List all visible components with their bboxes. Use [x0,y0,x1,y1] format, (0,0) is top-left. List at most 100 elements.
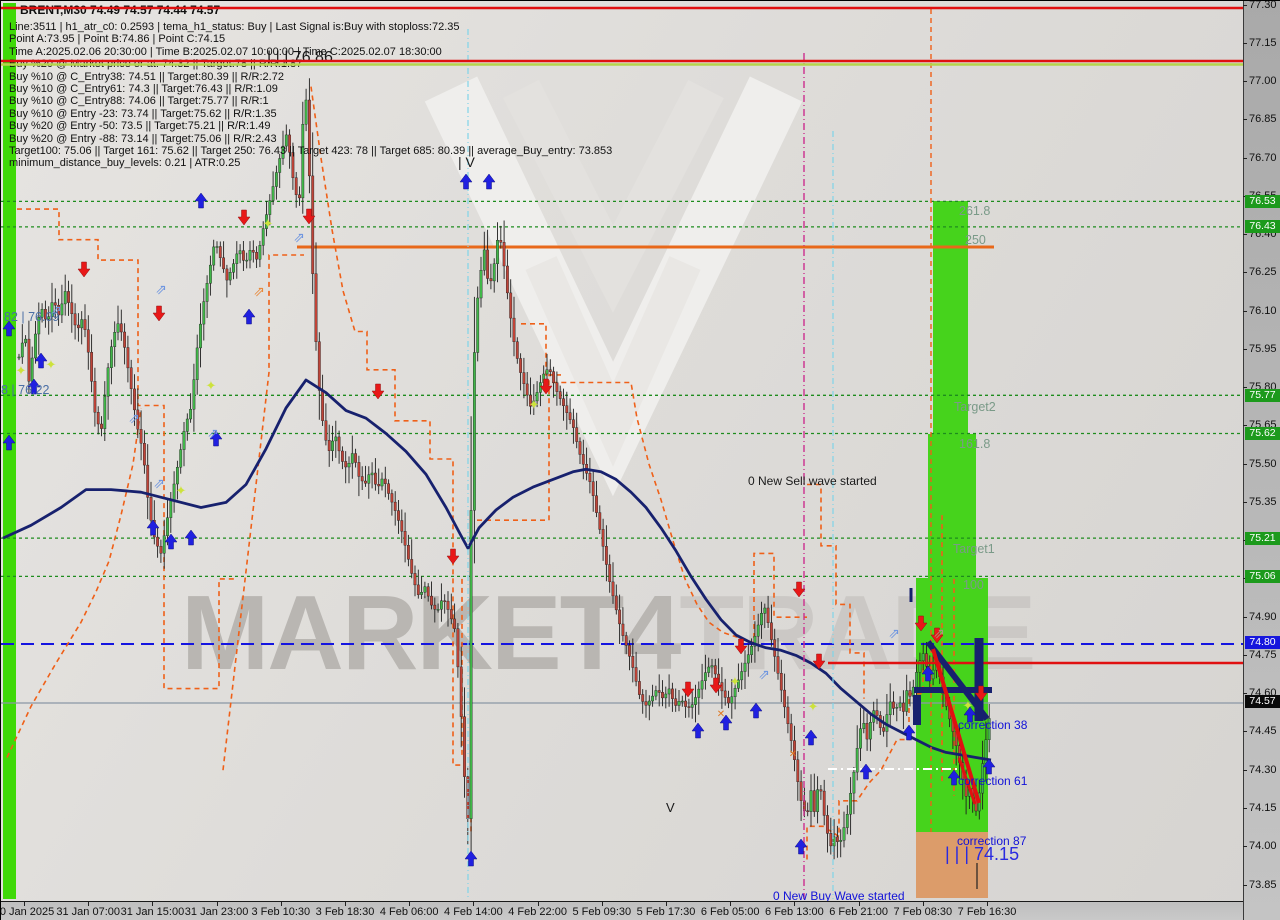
sell-arrow-icon [812,653,826,670]
correction-line [931,648,981,804]
price-tick-label: 77.30 [1243,0,1277,11]
breakout-arrow-icon: ⇗ [153,475,165,491]
buy-arrow-icon [27,378,41,395]
buy-arrow-icon [2,434,16,451]
time-tick-mark [922,902,924,906]
price-tick-label: 75.95 [1243,342,1277,355]
annotation-text: correction 61 [958,774,1028,788]
buy-arrow-icon [464,850,478,867]
star-icon: ✦ [16,363,27,378]
buy-arrow-icon [194,192,208,209]
sell-arrow-icon [930,627,944,644]
price-tick-label: 74.75 [1243,648,1277,661]
time-tick-mark [730,902,732,906]
time-tick-mark [88,902,90,906]
left-signal-band [3,3,16,899]
breakout-arrow-icon: ⇗ [933,625,945,641]
buy-arrow-icon [2,320,16,337]
buy-arrow-icon [34,352,48,369]
price-tick-label: 76.25 [1243,266,1277,279]
ma-line [2,378,992,762]
buy-arrow-icon [146,519,160,536]
sell-arrow-icon [734,638,748,655]
buy-arrow-icon [982,758,996,775]
sell-arrow-icon [974,685,988,702]
buy-arrow-icon [859,763,873,780]
breakout-arrow-icon: ⇗ [128,410,140,426]
logo-chevron-inner [503,79,724,313]
fib-label: 261.8 [959,204,990,218]
time-tick-label: 7 Feb 08:30 [893,906,953,918]
time-tick-label: 6 Feb 05:00 [700,906,760,918]
star-icon: ✦ [263,216,274,231]
price-axis[interactable]: 77.3077.1577.0076.8576.7076.5576.4076.25… [1243,1,1280,920]
breakout-arrow-icon: ⇗ [50,302,62,318]
trail-line [310,86,464,766]
buy-arrow-icon [209,430,223,447]
star-icon: ✦ [963,698,974,713]
buy-arrow-icon [164,533,178,550]
breakout-arrow-icon: ⇗ [155,281,167,297]
price-level-badge: 75.21 [1245,531,1280,545]
trail-line [222,254,304,771]
annotation-text: 0 New Buy Wave started [773,889,905,901]
trail-line [6,407,142,758]
sell-arrow-icon [709,677,723,694]
time-tick-label: 5 Feb 17:30 [636,906,696,918]
buy-arrow-icon [482,173,496,190]
breakout-arrow-icon: ⇗ [888,625,900,641]
sell-arrow-icon [371,383,385,400]
price-tick-label: 74.90 [1243,610,1277,623]
trail-line [521,322,807,644]
price-tick-label: 76.85 [1243,113,1277,126]
price-tick-label: 73.85 [1243,878,1277,891]
star-icon: ✦ [176,483,187,498]
time-tick-mark [794,902,796,906]
annotation-text: 8 | 76.22 [1,383,49,397]
annotation-text: | | | 74.15 [945,844,1019,864]
breakout-arrow-icon: ⇗ [207,425,219,441]
price-tick-label: 74.00 [1243,840,1277,853]
brand-logo-watermark [424,76,803,497]
buy-arrow-icon [749,702,763,719]
buy-arrow-icon [902,724,916,741]
time-tick-mark [858,902,860,906]
annotation-text: | | | 76.86 [267,49,333,66]
time-tick-mark [537,902,539,906]
sell-arrow-icon [152,305,166,322]
trail-line [17,208,234,690]
buy-arrow-icon [963,706,977,723]
price-tick-label: 74.45 [1243,725,1277,738]
time-tick-label: 3 Feb 18:30 [315,906,375,918]
sell-arrow-icon [446,548,460,565]
price-tick-label: 74.30 [1243,763,1277,776]
fib-label: 161.8 [959,437,990,451]
star-icon: ✦ [46,357,57,372]
time-tick-mark [280,902,282,906]
star-icon: ✦ [529,397,540,412]
buy-arrow-icon [804,729,818,746]
sell-arrow-icon [77,261,91,278]
time-tick-label: 6 Feb 21:00 [829,906,888,918]
star-icon: ✦ [808,699,819,714]
time-tick-label: 5 Feb 09:30 [572,906,632,918]
fib-label: 100 [963,578,984,592]
price-tick-label: 76.70 [1243,151,1277,164]
buy-arrow-icon [921,665,935,682]
buy-arrow-icon [794,838,808,855]
price-level-badge: 74.57 [1245,694,1280,708]
price-tick-label: 77.15 [1243,36,1277,49]
annotation-text: 82 | 76.09 [4,310,59,324]
buy-arrow-icon [691,722,705,739]
time-tick-label: 3 Feb 10:30 [251,906,311,918]
price-tick-label: 75.50 [1243,457,1277,470]
cross-icon: ✕ [717,709,725,720]
buy-arrow-icon [242,308,256,325]
time-tick-label: 4 Feb 14:00 [444,906,503,918]
time-tick-label: 4 Feb 22:00 [508,906,567,918]
price-level-badge: 74.80 [1245,636,1280,650]
price-level-badge: 76.53 [1245,194,1280,208]
logo-chevron-lower [525,256,701,467]
chart-area[interactable]: ✦ ✦ ✦ ✦ ✦ ✦ ✦ ✦ ✦ ⇗ ⇗ ⇗ ⇗ ⇗ ⇗ ⇗ ⇗ ⇗ ⇗ ✕ ✕ 261.8 250 Target2 161.… [1,1,1243,901]
